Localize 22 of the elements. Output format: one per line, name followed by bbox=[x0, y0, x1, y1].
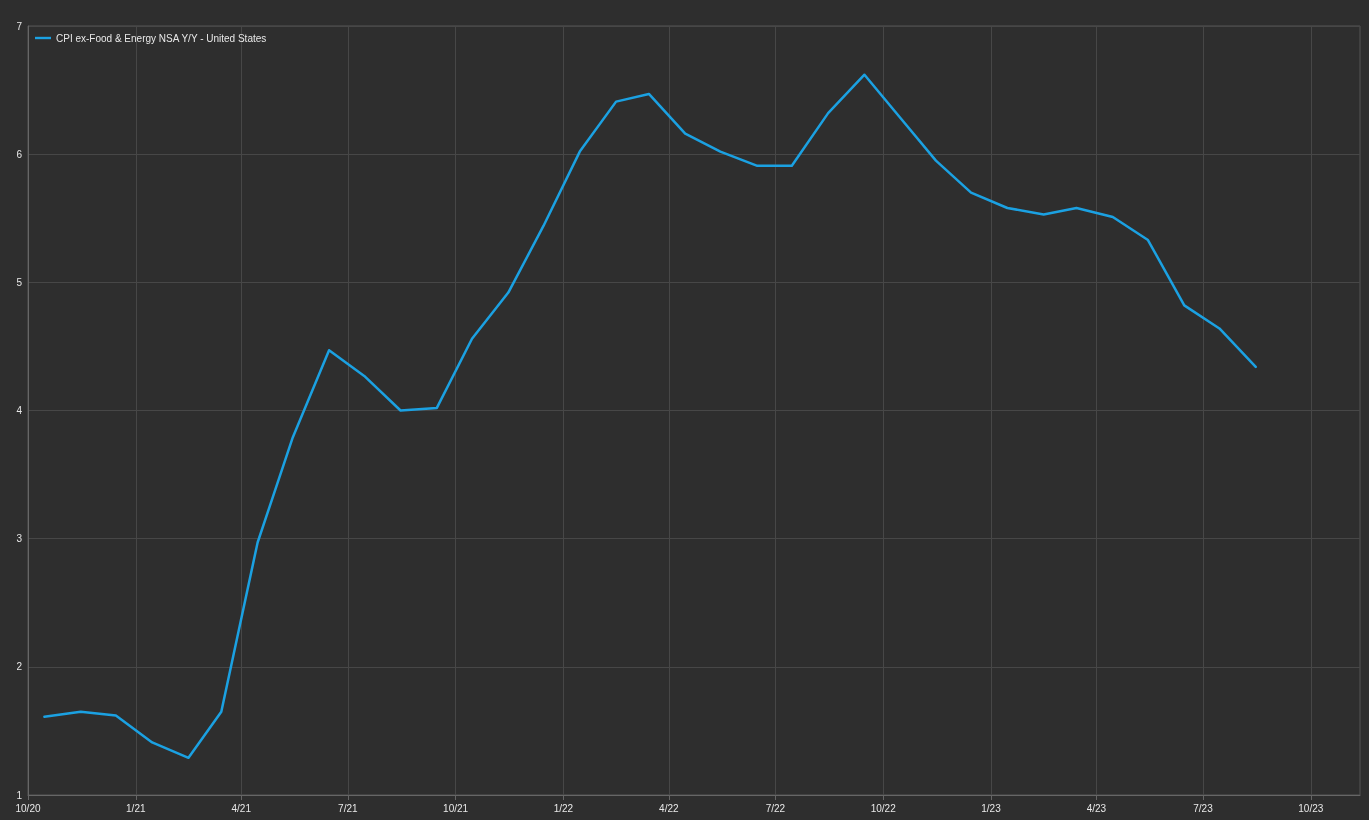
x-tick-label: 7/21 bbox=[338, 802, 358, 814]
y-tick-label: 4 bbox=[16, 405, 23, 416]
legend-label: CPI ex-Food & Energy NSA Y/Y - United States bbox=[56, 32, 267, 44]
y-tick-label: 1 bbox=[16, 789, 23, 801]
x-tick-label: 7/22 bbox=[765, 802, 786, 814]
x-tick-label: 10/21 bbox=[443, 802, 469, 814]
line-series bbox=[43, 73, 1257, 760]
y-tick-label: 2 bbox=[16, 661, 23, 673]
y-tick-label: 5 bbox=[16, 276, 23, 288]
x-tick-label: 1/23 bbox=[981, 802, 1002, 814]
x-tick-label: 10/22 bbox=[870, 802, 897, 814]
y-tick-label: 3 bbox=[16, 533, 23, 545]
y-tick-label: 6 bbox=[16, 148, 23, 160]
x-tick-label: 4/22 bbox=[659, 802, 679, 814]
x-tick-label: 4/23 bbox=[1086, 802, 1107, 814]
x-tick-label: 10/20 bbox=[15, 802, 41, 814]
x-tick-label: 7/23 bbox=[1193, 802, 1214, 814]
y-tick-label: 7 bbox=[16, 20, 23, 32]
x-tick-label: 10/23 bbox=[1298, 802, 1324, 814]
x-tick-label: 1/21 bbox=[126, 802, 146, 814]
x-tick-label: 4/21 bbox=[231, 802, 252, 814]
x-tick-label: 1/22 bbox=[553, 802, 574, 814]
